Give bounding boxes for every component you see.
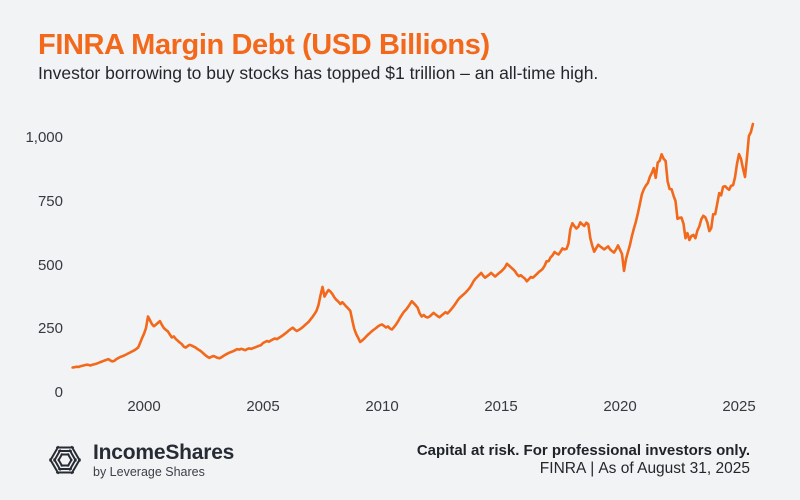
y-tick-label: 500 xyxy=(37,256,63,274)
x-tick-label: 2020 xyxy=(603,398,637,415)
x-tick-label: 2000 xyxy=(127,398,161,415)
x-tick-label: 2015 xyxy=(484,398,518,415)
brand-text: IncomeShares by Leverage Shares xyxy=(93,441,235,480)
page-title: FINRA Margin Debt (USD Billions) xyxy=(38,29,490,61)
x-tick-label: 2010 xyxy=(365,398,399,415)
source-name: FINRA xyxy=(539,460,587,477)
as-of-date: As of August 31, 2025 xyxy=(598,460,750,477)
risk-disclaimer: Capital at risk. For professional invest… xyxy=(416,442,750,459)
y-tick-label: 250 xyxy=(37,320,63,338)
incomeshares-hexagon-logo-icon xyxy=(48,443,82,482)
brand-byline: by Leverage Shares xyxy=(93,465,205,479)
y-tick-label: 1,000 xyxy=(25,129,63,146)
page-subtitle: Investor borrowing to buy stocks has top… xyxy=(38,63,599,83)
source-line: FINRA | As of August 31, 2025 xyxy=(417,459,750,478)
y-tick-label: 750 xyxy=(37,192,63,210)
x-tick-label: 2005 xyxy=(246,398,280,415)
brand-block: IncomeShares by Leverage Shares xyxy=(48,442,234,482)
legal-block: Capital at risk. For professional invest… xyxy=(417,442,750,478)
source-separator: | xyxy=(590,460,595,477)
margin-debt-line xyxy=(71,122,755,369)
y-tick-label: 0 xyxy=(54,384,63,401)
brand-name: IncomeShares xyxy=(93,441,235,464)
x-tick-label: 2025 xyxy=(722,398,756,415)
